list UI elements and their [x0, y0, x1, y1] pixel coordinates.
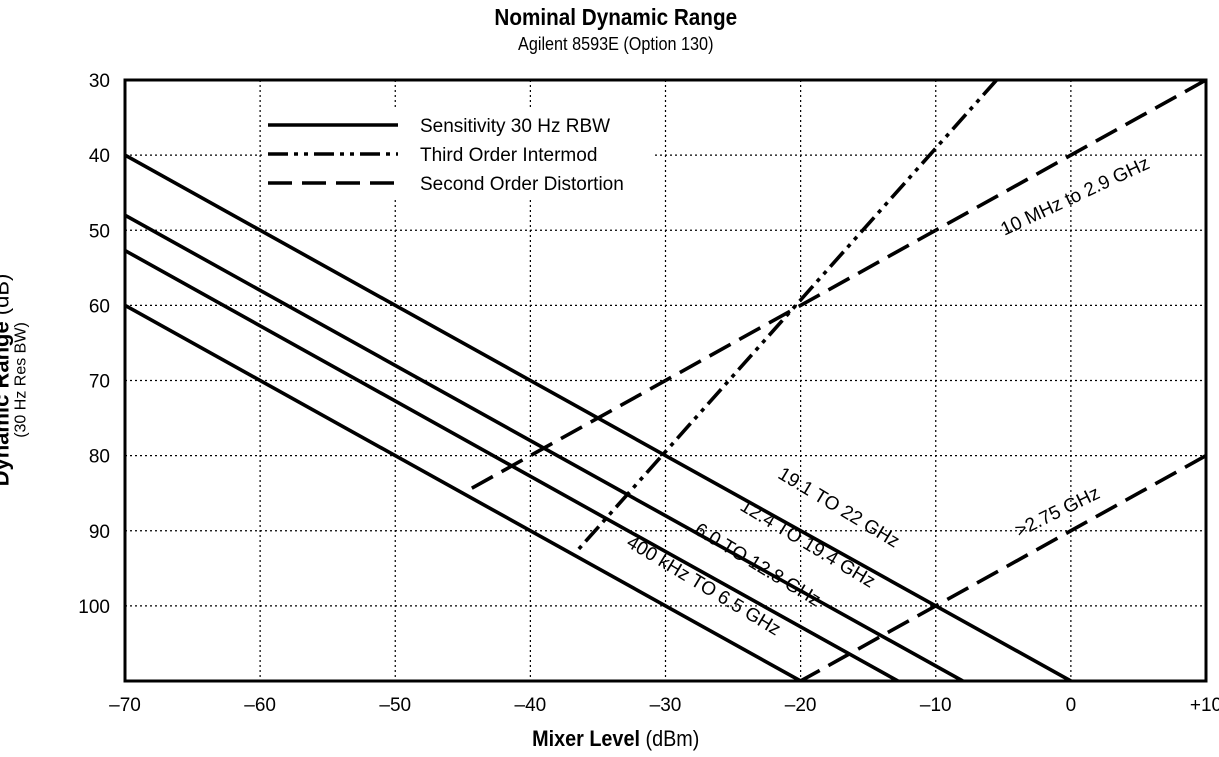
legend-bg [262, 168, 652, 197]
x-tick-label: 0 [1066, 695, 1077, 716]
series-line-6 [461, 80, 1206, 495]
y-tick-label: 30 [89, 71, 110, 92]
legend-label: Second Order Distortion [420, 174, 624, 195]
x-tick-label: –40 [515, 695, 547, 716]
line-annotation: >2.75 GHz [1012, 483, 1103, 542]
plot-border [123, 78, 1208, 683]
x-tick-label: –50 [379, 695, 411, 716]
y-tick-label: 50 [89, 221, 110, 242]
x-axis-label-unit: (dBm) [645, 726, 700, 751]
x-tick-label: –30 [650, 695, 682, 716]
x-tick-label: –70 [109, 695, 141, 716]
tick-labels: –70 –60 –50 –40 –30 –20 –10 0 +10 30 40 50 60 70 80 90 1… [78, 71, 1219, 716]
y-tick-label: 40 [89, 146, 110, 167]
series-line-7 [799, 454, 1206, 681]
series-line-5 [573, 80, 998, 555]
line-annotation: 10 MHz to 2.9 GHz [998, 153, 1153, 240]
y-tick-label: 60 [89, 296, 110, 317]
y-tick-label: 100 [78, 597, 110, 618]
legend: Sensitivity 30 Hz RBW Third Order Intermo… [262, 110, 652, 197]
x-axis-label-main: Mixer Level [532, 726, 640, 751]
x-tick-label: –10 [920, 695, 952, 716]
chart-subtitle: Agilent 8593E (Option 130) [518, 34, 714, 54]
y-tick-label: 80 [89, 447, 110, 468]
x-tick-label: –20 [785, 695, 817, 716]
chart-title: Nominal Dynamic Range [494, 4, 738, 30]
y-tick-label: 70 [89, 372, 110, 393]
x-tick-label: +10 [1190, 695, 1219, 716]
plot-frame [123, 78, 1208, 683]
legend-label: Third Order Intermod [420, 145, 597, 166]
y-tick-label: 90 [89, 522, 110, 543]
legend-label: Sensitivity 30 Hz RBW [420, 116, 610, 137]
x-axis-label: Mixer Level (dBm) [67, 726, 1164, 752]
series-layer [125, 80, 1206, 681]
x-tick-label: –60 [244, 695, 276, 716]
line-annotation: 400 kHz TO 6.5 GHz [623, 532, 784, 640]
